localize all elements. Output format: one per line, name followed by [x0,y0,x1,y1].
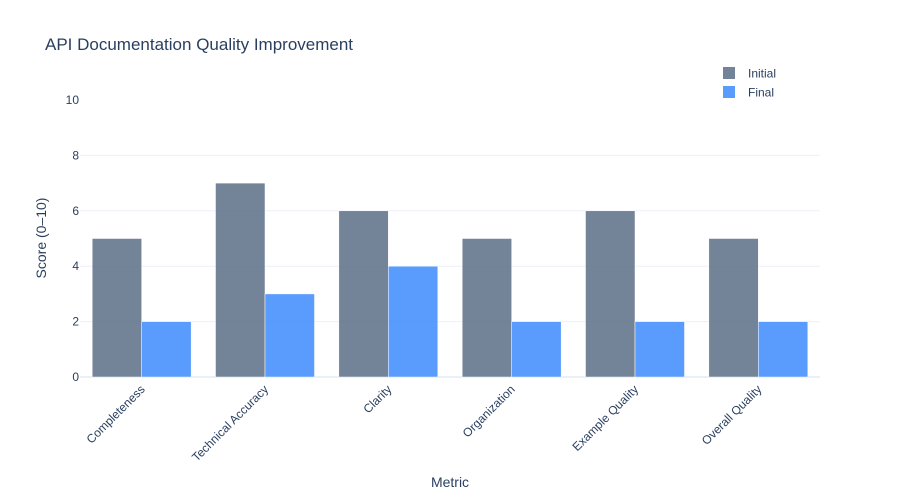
bar-initial-2[interactable] [215,182,266,378]
bar-initial-4[interactable] [461,238,512,378]
x-tick-label: Clarity [361,382,395,416]
x-tick-label: Completeness [84,382,148,446]
y-tick-label: 8 [72,148,79,162]
x-axis-ticks: Completeness Technical Accuracy Clarity Org… [84,382,765,464]
bar-final-5[interactable] [634,321,685,378]
bars [91,182,809,378]
y-axis-ticks: 0 2 4 6 8 10 [66,93,80,384]
bar-final-4[interactable] [511,321,562,378]
x-tick-label: Overall Quality [699,382,765,448]
legend-swatch-initial [723,67,735,79]
bar-final-6[interactable] [758,321,809,378]
bar-initial-1[interactable] [91,238,142,378]
legend-label-final[interactable]: Final [748,86,774,100]
y-axis-title: Score (0–10) [33,198,49,279]
bar-initial-5[interactable] [585,210,636,378]
y-tick-label: 2 [72,315,79,329]
bar-initial-3[interactable] [338,210,389,378]
legend-swatch-final [723,86,735,98]
y-tick-label: 10 [66,93,80,107]
legend-label-initial[interactable]: Initial [748,67,776,81]
y-tick-label: 0 [72,370,79,384]
gridlines [80,154,820,378]
bar-final-3[interactable] [388,265,439,378]
bar-initial-6[interactable] [708,238,759,378]
legend[interactable]: Initial Final [723,67,776,100]
y-tick-label: 4 [72,259,79,273]
chart-title: API Documentation Quality Improvement [45,35,353,54]
x-tick-label: Example Quality [569,382,641,454]
bar-final-1[interactable] [141,321,192,378]
x-axis-title: Metric [431,474,469,490]
x-tick-label: Technical Accuracy [189,382,271,464]
y-tick-label: 6 [72,204,79,218]
x-tick-label: Organization [460,382,518,440]
bar-final-2[interactable] [264,293,315,378]
